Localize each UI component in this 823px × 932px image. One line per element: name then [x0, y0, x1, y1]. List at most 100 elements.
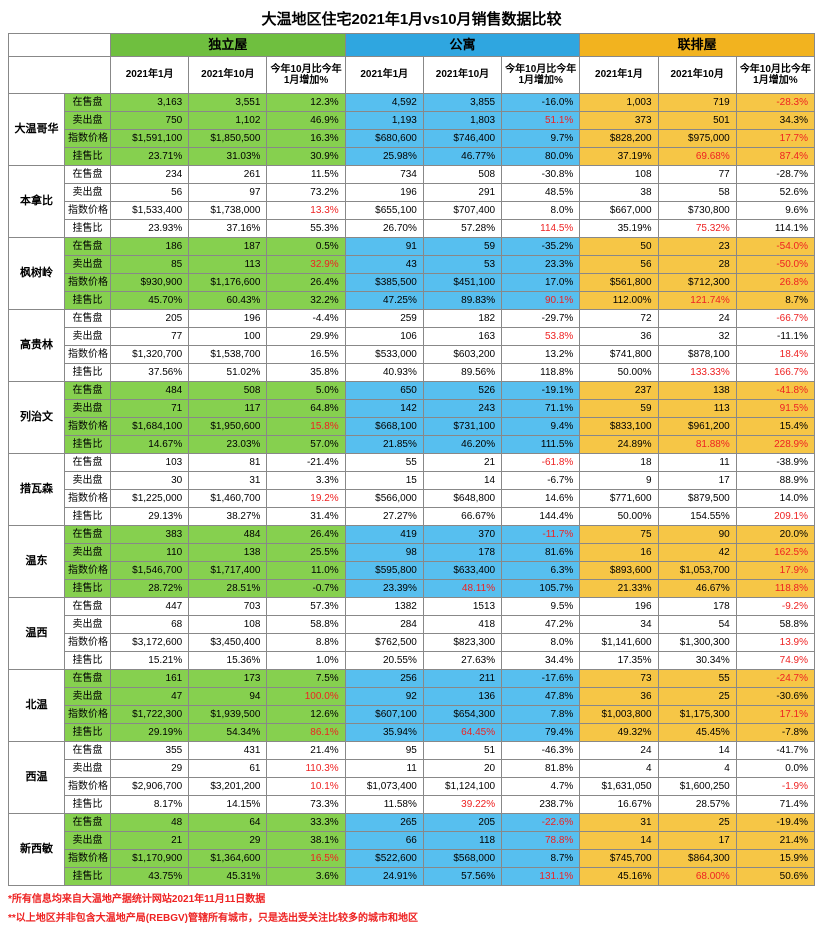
value-cell: 238.7% — [502, 796, 580, 814]
value-cell: 265 — [345, 814, 423, 832]
value-cell: 4,592 — [345, 94, 423, 112]
metric-label: 在售盘 — [65, 742, 111, 760]
value-cell: -6.7% — [502, 472, 580, 490]
value-cell: 750 — [111, 112, 189, 130]
value-cell: -30.6% — [736, 688, 814, 706]
value-cell: $568,000 — [423, 850, 501, 868]
value-cell: 56 — [580, 256, 658, 274]
value-cell: 90 — [658, 526, 736, 544]
value-cell: 73.3% — [267, 796, 345, 814]
value-cell: 3.6% — [267, 868, 345, 886]
value-cell: 98 — [345, 544, 423, 562]
region-name: 措瓦森 — [9, 454, 65, 526]
value-cell: 58.8% — [736, 616, 814, 634]
value-cell: 291 — [423, 184, 501, 202]
value-cell: $533,000 — [345, 346, 423, 364]
metric-label: 指数价格 — [65, 706, 111, 724]
metric-label: 在售盘 — [65, 382, 111, 400]
metric-label: 挂售比 — [65, 724, 111, 742]
value-cell: 111.5% — [502, 436, 580, 454]
value-cell: 52.6% — [736, 184, 814, 202]
value-cell: 1,803 — [423, 112, 501, 130]
value-cell: 80.0% — [502, 148, 580, 166]
value-cell: 51 — [423, 742, 501, 760]
value-cell: $668,100 — [345, 418, 423, 436]
value-cell: 24.91% — [345, 868, 423, 886]
value-cell: 28 — [658, 256, 736, 274]
value-cell: $833,100 — [580, 418, 658, 436]
value-cell: 4.7% — [502, 778, 580, 796]
value-cell: 71 — [111, 400, 189, 418]
value-cell: 97 — [189, 184, 267, 202]
value-cell: 58 — [658, 184, 736, 202]
value-cell: 18 — [580, 454, 658, 472]
value-cell: 13.3% — [267, 202, 345, 220]
value-cell: $654,300 — [423, 706, 501, 724]
category-header-row: 独立屋 公寓 联排屋 — [9, 34, 815, 57]
metric-label: 在售盘 — [65, 598, 111, 616]
value-cell: 12.3% — [267, 94, 345, 112]
value-cell: 16 — [580, 544, 658, 562]
metric-label: 在售盘 — [65, 310, 111, 328]
value-cell: 114.5% — [502, 220, 580, 238]
value-cell: 60.43% — [189, 292, 267, 310]
metric-label: 指数价格 — [65, 490, 111, 508]
value-cell: $741,800 — [580, 346, 658, 364]
value-cell: 45.16% — [580, 868, 658, 886]
metric-label: 指数价格 — [65, 634, 111, 652]
value-cell: 50.00% — [580, 364, 658, 382]
value-cell: 69.68% — [658, 148, 736, 166]
value-cell: 17 — [658, 472, 736, 490]
value-cell: 28.72% — [111, 580, 189, 598]
value-cell: 23.39% — [345, 580, 423, 598]
value-cell: 57.0% — [267, 436, 345, 454]
value-cell: $823,300 — [423, 634, 501, 652]
value-cell: 8.7% — [736, 292, 814, 310]
value-cell: 205 — [423, 814, 501, 832]
value-cell: $1,684,100 — [111, 418, 189, 436]
value-cell: -66.7% — [736, 310, 814, 328]
value-cell: 72 — [580, 310, 658, 328]
value-cell: 133.33% — [658, 364, 736, 382]
value-cell: 9.6% — [736, 202, 814, 220]
value-cell: 46.67% — [658, 580, 736, 598]
value-cell: 47 — [111, 688, 189, 706]
value-cell: 55.3% — [267, 220, 345, 238]
value-cell: 47.2% — [502, 616, 580, 634]
value-cell: 43.75% — [111, 868, 189, 886]
metric-label: 指数价格 — [65, 562, 111, 580]
value-cell: 35.8% — [267, 364, 345, 382]
value-cell: 79.4% — [502, 724, 580, 742]
value-cell: 5.0% — [267, 382, 345, 400]
table-row: 卖出盘7710029.9%10616353.8%3632-11.1% — [9, 328, 815, 346]
value-cell: 9.7% — [502, 130, 580, 148]
value-cell: 38.27% — [189, 508, 267, 526]
value-cell: 1,003 — [580, 94, 658, 112]
value-cell: $745,700 — [580, 850, 658, 868]
metric-label: 卖出盘 — [65, 256, 111, 274]
value-cell: 30.9% — [267, 148, 345, 166]
value-cell: $1,175,300 — [658, 706, 736, 724]
value-cell: 259 — [345, 310, 423, 328]
value-cell: 16.5% — [267, 346, 345, 364]
value-cell: $1,364,600 — [189, 850, 267, 868]
value-cell: 32.9% — [267, 256, 345, 274]
value-cell: 91.5% — [736, 400, 814, 418]
value-cell: 228.9% — [736, 436, 814, 454]
value-cell: 50.00% — [580, 508, 658, 526]
value-cell: 27.27% — [345, 508, 423, 526]
metric-label: 在售盘 — [65, 166, 111, 184]
value-cell: -29.7% — [502, 310, 580, 328]
value-cell: 14.15% — [189, 796, 267, 814]
metric-label: 挂售比 — [65, 220, 111, 238]
metric-label: 卖出盘 — [65, 400, 111, 418]
value-cell: 3,855 — [423, 94, 501, 112]
value-cell: 29.13% — [111, 508, 189, 526]
metric-label: 挂售比 — [65, 796, 111, 814]
value-cell: 51.02% — [189, 364, 267, 382]
value-cell: 26.70% — [345, 220, 423, 238]
metric-label: 卖出盘 — [65, 832, 111, 850]
value-cell: 54.34% — [189, 724, 267, 742]
value-cell: 14.0% — [736, 490, 814, 508]
value-cell: -41.8% — [736, 382, 814, 400]
